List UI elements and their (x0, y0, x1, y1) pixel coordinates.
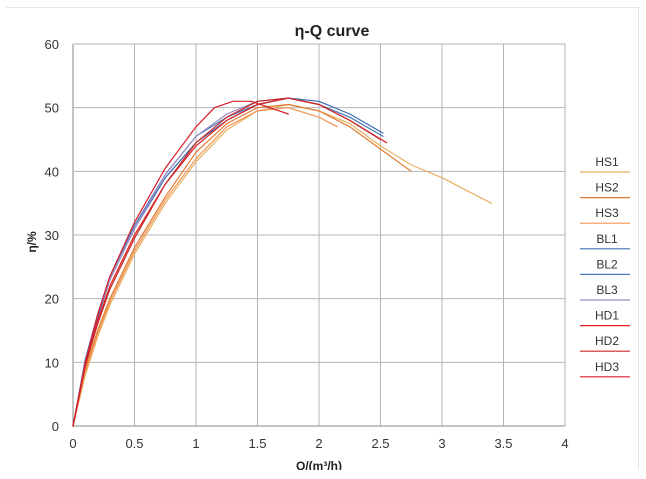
chart-title: η-Q curve (295, 23, 370, 40)
series-line-hs2 (72, 103, 412, 427)
x-tick-label: 1 (192, 436, 199, 451)
legend: HS1 HS2 HS3 BL1 BL2 BL3 HD1 HD2 HD3 (580, 155, 630, 378)
series-line-hd2 (72, 97, 382, 427)
x-axis-title: Q/(m³/h) (296, 459, 342, 470)
legend-label: HD1 (595, 309, 619, 323)
chart-frame: η-Q curve 0 0.5 1 1.5 2 2.5 3 3.5 4 0 10 20 30 40 50 60… (6, 7, 639, 470)
series-lines (72, 97, 492, 427)
legend-label: HS2 (595, 181, 619, 195)
x-tick-label: 1.5 (248, 436, 266, 451)
x-tick-label: 0 (69, 436, 76, 451)
series-line-hd1 (72, 97, 388, 427)
series-line-hd3 (72, 100, 289, 427)
y-tick-label: 40 (45, 164, 59, 179)
legend-label: HS1 (595, 155, 619, 169)
legend-label: HS3 (595, 206, 619, 220)
legend-label: BL3 (596, 283, 618, 297)
legend-label: BL1 (596, 232, 618, 246)
legend-label: HD3 (595, 360, 619, 374)
y-tick-label: 0 (52, 419, 59, 434)
x-tick-label: 3 (438, 436, 445, 451)
x-tick-label: 4 (561, 436, 568, 451)
y-tick-label: 20 (45, 292, 59, 307)
legend-label: BL2 (596, 257, 618, 271)
grid-lines (72, 43, 566, 427)
series-line-bl3 (72, 97, 382, 427)
series-line-bl2 (72, 97, 384, 427)
series-line-bl1 (72, 97, 384, 427)
x-tick-label: 0.5 (125, 436, 143, 451)
series-line-hs3 (72, 107, 338, 427)
series-line-hs1 (72, 103, 492, 427)
x-tick-label: 3.5 (494, 436, 512, 451)
y-tick-label: 50 (45, 101, 59, 116)
efficiency-flow-chart: η-Q curve 0 0.5 1 1.5 2 2.5 3 3.5 40102030405060… (25, 23, 630, 470)
x-tick-label: 2.5 (371, 436, 389, 451)
y-tick-label: 60 (45, 37, 59, 52)
y-tick-label: 30 (45, 228, 59, 243)
x-tick-label: 2 (315, 436, 322, 451)
legend-label: HD2 (595, 334, 619, 348)
y-axis-title: η/% (25, 231, 39, 253)
y-tick-label: 10 (45, 355, 59, 370)
